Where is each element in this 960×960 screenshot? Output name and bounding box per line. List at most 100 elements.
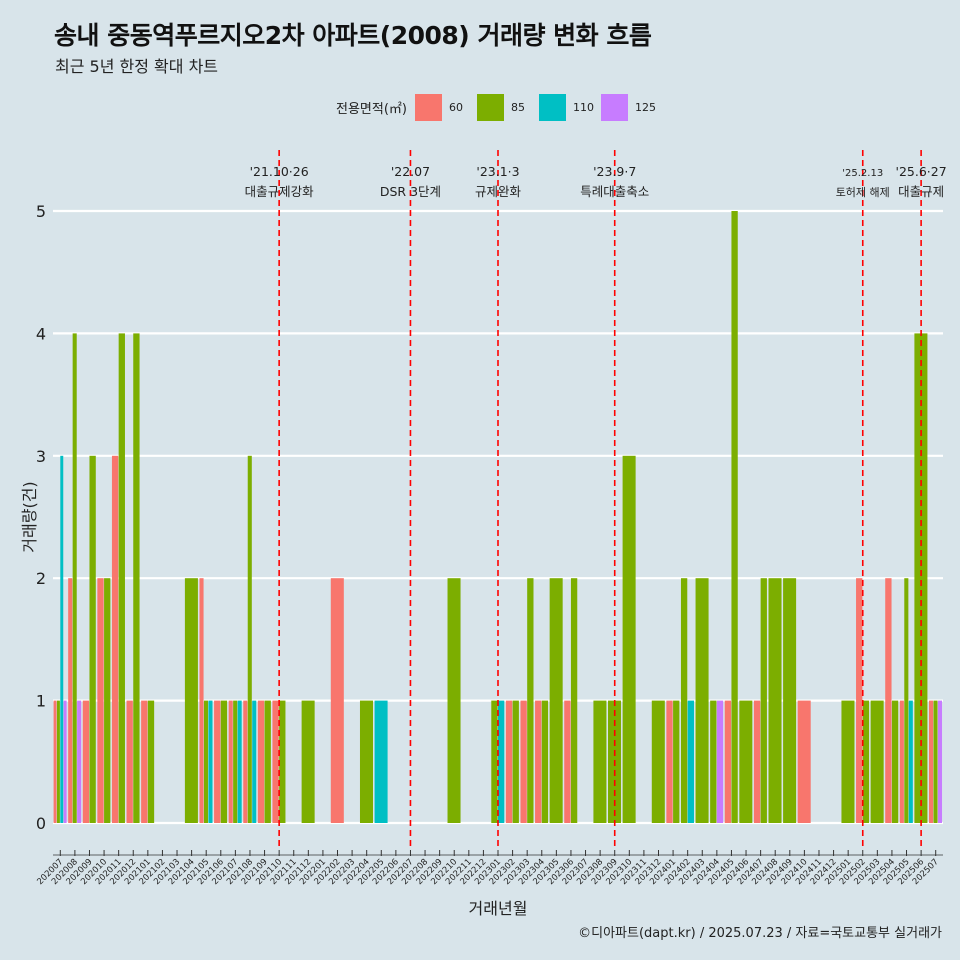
bar-202007-60	[53, 700, 57, 823]
bar-202405-60	[724, 700, 732, 823]
annotation-date: '22.07	[391, 164, 430, 179]
legend-label-125: 125	[634, 100, 656, 114]
bar-202503-85	[870, 700, 884, 823]
annotation-date: '25.2.13	[842, 168, 883, 179]
bar-202007-85	[56, 700, 60, 823]
legend-item-110: 110	[538, 93, 595, 121]
bar-202506-85	[914, 333, 928, 823]
bar-202302-60	[505, 700, 513, 823]
bar-202108-60	[243, 700, 248, 823]
bar-202011-85	[118, 333, 125, 823]
bar-202507-60	[928, 700, 934, 823]
bar-202011-60	[111, 455, 119, 823]
bar-202407-60	[753, 700, 761, 823]
bar-202312-85	[651, 700, 665, 823]
bar-202304-85	[541, 700, 549, 823]
annotation-date: '23.9·7	[593, 164, 636, 179]
legend-swatch-110	[538, 93, 566, 121]
legend-swatch-60	[414, 93, 442, 121]
bar-202106-60	[214, 700, 221, 823]
bar-202012-85	[133, 333, 140, 823]
bar-202110-60	[272, 700, 279, 823]
bar-202109-60	[257, 700, 265, 823]
annotation-label: 대출규제	[898, 184, 944, 199]
bar-202408-85	[768, 578, 782, 823]
bar-202107-85	[233, 700, 238, 823]
bar-202112-85	[301, 700, 315, 823]
bar-202110-85	[279, 700, 286, 823]
bar-202107-110	[237, 700, 242, 823]
bar-202205-110	[374, 700, 388, 823]
bar-202310-85	[622, 455, 636, 823]
bar-202303-60	[520, 700, 527, 823]
y-tick-label: 1	[36, 692, 46, 711]
y-tick-label: 3	[36, 447, 46, 466]
axis-layer: 0123452020072020082020092020102020112020…	[35, 202, 943, 887]
legend-label-85: 85	[510, 100, 525, 114]
legend-item-85: 85	[476, 93, 533, 121]
bar-202504-60	[885, 578, 892, 823]
bar-202401-85	[673, 700, 680, 823]
bar-202502-60	[856, 578, 863, 823]
bar-202507-85	[933, 700, 938, 823]
bar-202403-85	[695, 578, 709, 823]
y-tick-label: 0	[36, 814, 46, 833]
bar-202007-110	[60, 455, 64, 823]
legend-label-110: 110	[572, 100, 594, 114]
bar-202105-110	[208, 700, 213, 823]
legend: 전용면적(㎡) 60 85 110 125	[336, 93, 663, 121]
bar-202410-60	[797, 700, 811, 823]
bar-202210-85	[447, 578, 461, 823]
bar-202405-85	[731, 211, 738, 823]
bar-202502-85	[862, 700, 870, 823]
bar-202204-85	[359, 700, 373, 823]
annotation-layer: '21.10·26 대출규제강화 '22.07 DSR 3단계 '23.1·3 규제완화 '…	[245, 150, 947, 850]
legend-item-60: 60	[414, 93, 471, 121]
bar-202302-85	[512, 700, 519, 823]
bar-202303-85	[527, 578, 534, 823]
bar-202009-60	[82, 700, 90, 823]
bar-202010-60	[97, 578, 104, 823]
annotation-label: DSR 3단계	[380, 184, 441, 199]
bar-202301-110	[498, 700, 505, 823]
x-axis-title: 거래년월	[469, 899, 528, 918]
annotation-label: 특례대출축소	[580, 184, 649, 199]
bar-202008-125	[77, 700, 82, 823]
annotation-label: 규제완화	[475, 184, 522, 199]
chart-title: 송내 중동역푸르지오2차 아파트(2008) 거래량 변화 흐름	[54, 21, 652, 50]
annotation-date: '25.6·27	[896, 164, 947, 179]
bar-202109-85	[264, 700, 271, 823]
bar-202105-85	[203, 700, 209, 823]
bar-202404-85	[710, 700, 717, 823]
footer-credit: ©디아파트(dapt.kr) / 2025.07.23 / 자료=국토교통부 실…	[578, 926, 942, 941]
y-axis-title: 거래량(건)	[20, 481, 39, 552]
bar-202401-60	[666, 700, 673, 823]
bar-202106-85	[220, 700, 228, 823]
bar-202108-85	[247, 455, 252, 823]
bar-202008-85	[72, 333, 77, 823]
legend-title: 전용면적(㎡)	[336, 101, 407, 117]
bar-202010-85	[104, 578, 111, 823]
bar-202507-125	[937, 700, 943, 823]
legend-label-60: 60	[448, 100, 463, 114]
bar-202306-85	[570, 578, 578, 823]
bar-202505-60	[899, 700, 904, 823]
annotation-label: 대출규제강화	[245, 184, 315, 199]
bar-202504-85	[891, 700, 899, 823]
legend-swatch-85	[476, 93, 504, 121]
bar-202009-85	[89, 455, 96, 823]
bar-202008-60	[68, 578, 73, 823]
y-tick-label: 5	[36, 202, 46, 221]
y-tick-label: 2	[36, 569, 46, 588]
bar-202407-85	[760, 578, 767, 823]
bar-202505-110	[908, 700, 913, 823]
bar-202501-85	[841, 700, 855, 823]
bar-202105-60	[199, 578, 204, 823]
bar-202402-110	[687, 700, 694, 823]
bar-202108-110	[252, 700, 257, 823]
bar-202304-60	[535, 700, 542, 823]
annotation-date: '23.1·3	[476, 164, 519, 179]
bar-202101-60	[141, 700, 148, 823]
bar-layer	[53, 211, 943, 823]
